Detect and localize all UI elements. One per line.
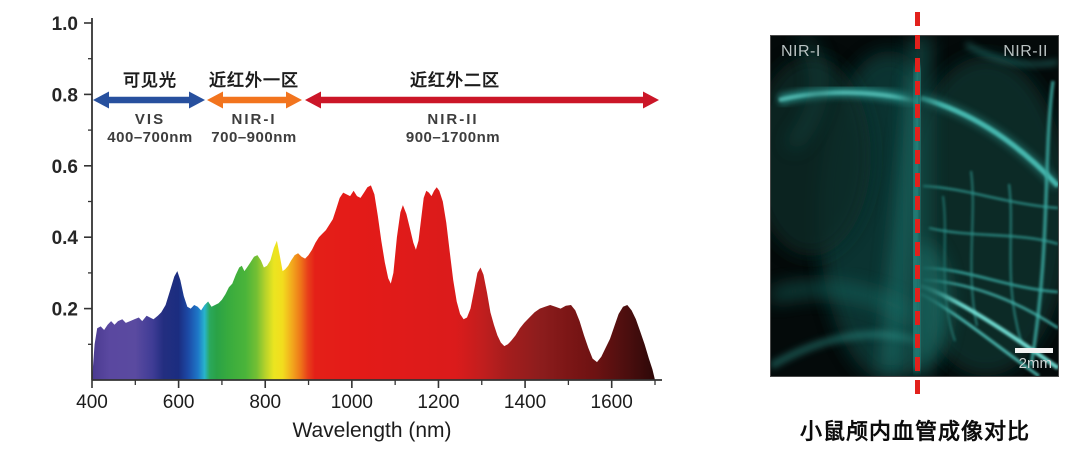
svg-text:0.6: 0.6 (52, 157, 78, 178)
svg-text:1600: 1600 (591, 392, 633, 413)
vessel-left-half (771, 36, 918, 376)
panel-caption: 小鼠颅内血管成像对比 (799, 419, 1030, 444)
vessel-image-panel: NIR-I NIR-II 2mm (770, 35, 1059, 377)
region-vis-cn-label: 可见光 (123, 71, 177, 90)
vessel-image (771, 36, 1058, 376)
region-vis-abbrev: VIS (134, 111, 166, 128)
svg-text:0.4: 0.4 (52, 228, 79, 249)
spectrum-chart: 0.2 0.4 0.6 0.8 1.0 400 600 800 1000 1200 1400 1600 (52, 14, 662, 413)
nir1-image-label: NIR-I (781, 43, 821, 60)
region-nir2-en-label: NIR-II 900–1700nm (406, 111, 500, 147)
region-nir2-abbrev: NIR-II (427, 111, 479, 128)
svg-text:0.2: 0.2 (52, 300, 78, 321)
region-nir1-abbrev: NIR-I (231, 111, 277, 128)
region-nir1-cn-label: 近红外一区 (209, 71, 299, 90)
nir-divider-line (915, 12, 920, 400)
vessel-right-half (918, 42, 1058, 376)
spectrum-area (92, 185, 655, 380)
region-vis-en-label: VIS 400–700nm (107, 111, 192, 147)
svg-text:600: 600 (163, 392, 195, 413)
svg-text:1.0: 1.0 (52, 14, 78, 35)
scale-bar (1015, 348, 1053, 353)
svg-text:1400: 1400 (504, 392, 546, 413)
scale-bar-label: 2mm (1018, 355, 1052, 372)
svg-text:800: 800 (249, 392, 281, 413)
region-nir2-cn-label: 近红外二区 (410, 71, 500, 90)
nir2-image-label: NIR-II (1003, 43, 1048, 60)
x-axis-title: Wavelength (nm) (292, 419, 452, 442)
svg-text:400: 400 (76, 392, 108, 413)
region-nir2-range: 900–1700nm (405, 129, 501, 146)
region-nir1-en-label: NIR-I 700–900nm (211, 111, 296, 147)
region-vis-range: 400–700nm (107, 129, 193, 146)
svg-text:1200: 1200 (417, 392, 459, 413)
region-nir1-range: 700–900nm (211, 129, 297, 146)
svg-text:0.8: 0.8 (52, 85, 78, 106)
svg-text:1000: 1000 (331, 392, 373, 413)
